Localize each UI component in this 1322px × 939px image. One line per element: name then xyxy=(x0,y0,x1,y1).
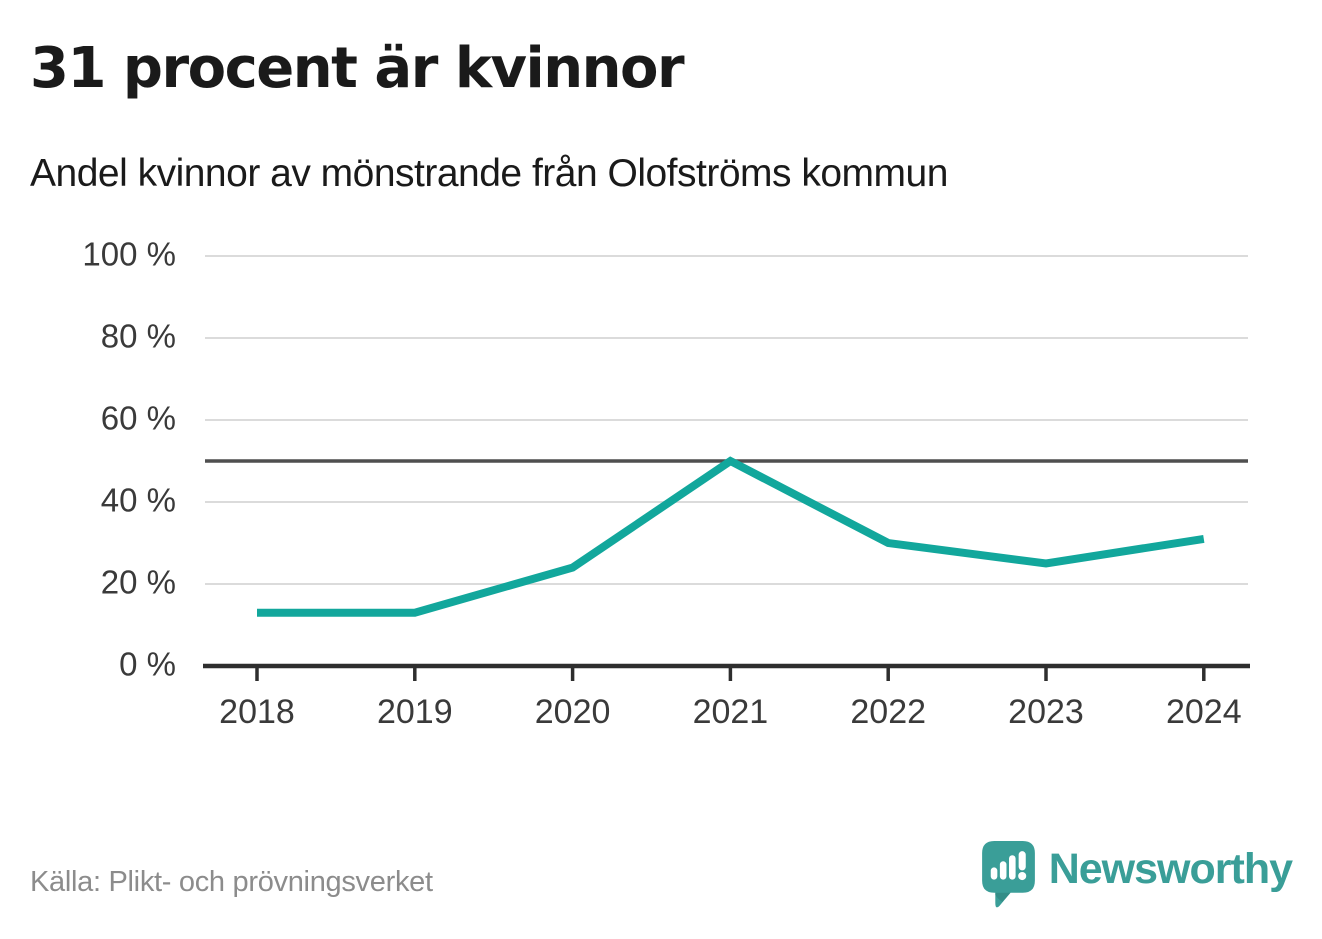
y-axis-label-60: 60 % xyxy=(101,400,176,437)
source-note: Källa: Plikt- och prövningsverket xyxy=(30,866,433,898)
x-axis-label-2023: 2023 xyxy=(1008,693,1084,731)
chart-subtitle: Andel kvinnor av mönstrande från Olofstr… xyxy=(30,152,948,195)
x-axis-label-2022: 2022 xyxy=(850,693,926,731)
x-axis-label-2018: 2018 xyxy=(219,693,295,731)
footer: Källa: Plikt- och prövningsverket Newswo… xyxy=(0,837,1322,917)
brand-wordmark: Newsworthy xyxy=(1048,844,1293,893)
page-title: 31 procent är kvinnor xyxy=(30,36,685,101)
x-axis-label-2024: 2024 xyxy=(1166,693,1242,731)
brand-logo: Newsworthy xyxy=(981,841,1293,909)
exclamation-dot xyxy=(1017,871,1026,881)
x-axis-label-2019: 2019 xyxy=(377,693,453,731)
y-axis-label-40: 40 % xyxy=(101,482,176,519)
bar-2 xyxy=(999,861,1007,880)
x-axis-label-2020: 2020 xyxy=(535,693,611,731)
bubble-shape xyxy=(981,841,1035,908)
y-axis-label-20: 20 % xyxy=(101,564,176,601)
bubble-tail-shade xyxy=(995,892,1011,902)
data-line-0 xyxy=(257,456,1205,617)
bar-3 xyxy=(1008,855,1016,880)
exclamation-stem xyxy=(1018,851,1026,871)
y-axis-label-0: 0 % xyxy=(119,646,176,683)
newsworthy-speech-bubble-icon xyxy=(981,841,1035,908)
y-axis-label-80: 80 % xyxy=(101,318,176,355)
x-axis-label-2021: 2021 xyxy=(693,693,769,731)
bar-1 xyxy=(990,867,998,880)
line-chart: 0 % 20 % 40 % 60 % 80 % 100 % 2018 2019 2020 2021… xyxy=(82,236,1250,731)
y-axis-label-100: 100 % xyxy=(82,236,176,273)
